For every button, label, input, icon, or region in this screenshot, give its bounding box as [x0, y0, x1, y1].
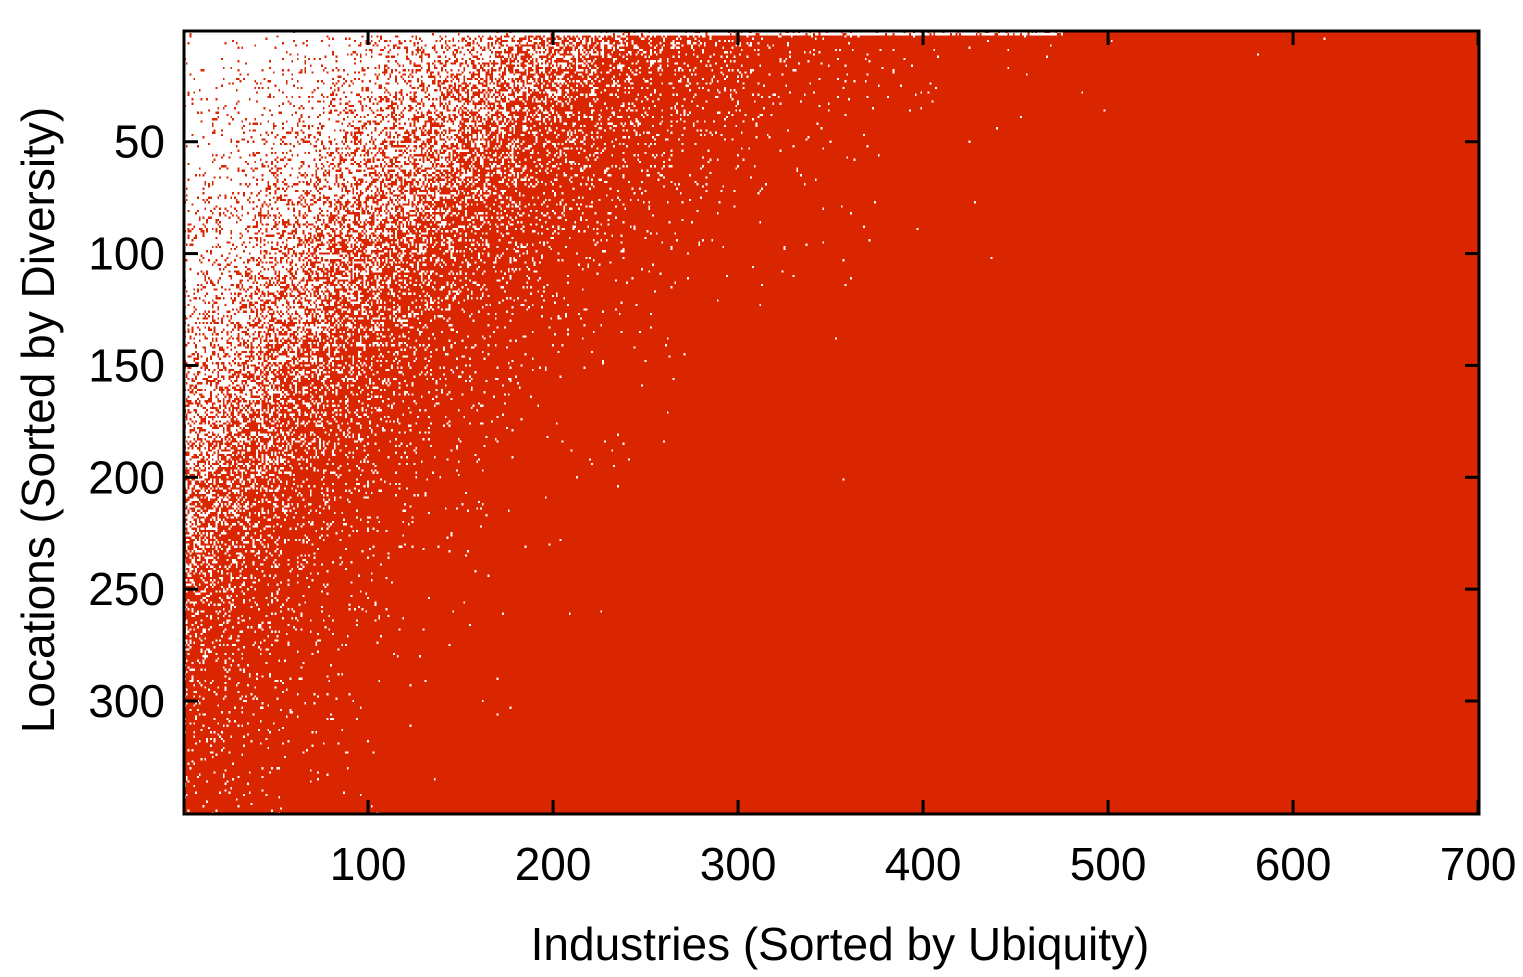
- x-tick-label: 100: [330, 838, 407, 890]
- x-tick-label: 200: [515, 838, 592, 890]
- x-tick-label: 700: [1440, 838, 1517, 890]
- y-axis-ticks: [184, 140, 1479, 703]
- heatmap-cells: [184, 31, 1479, 814]
- y-tick-label: 300: [88, 675, 165, 727]
- x-axis-label: Industries (Sorted by Ubiquity): [531, 918, 1150, 970]
- x-tick-label: 400: [885, 838, 962, 890]
- x-tick-label: 600: [1255, 838, 1332, 890]
- x-axis-tick-labels: 100 200 300 400 500 600 700: [330, 838, 1517, 890]
- y-tick-label: 50: [114, 116, 165, 168]
- x-axis-ticks: [366, 31, 1480, 814]
- y-tick-label: 250: [88, 563, 165, 615]
- y-tick-label: 100: [88, 228, 165, 280]
- plot-frame: [182, 29, 1481, 816]
- y-axis-label: Locations (Sorted by Diversity): [12, 107, 64, 733]
- y-tick-label: 200: [88, 451, 165, 503]
- y-tick-label: 150: [88, 339, 165, 391]
- y-axis-tick-labels: 50 100 150 200 250 300: [88, 116, 165, 727]
- x-tick-label: 500: [1070, 838, 1147, 890]
- x-tick-label: 300: [700, 838, 777, 890]
- plot-area: [184, 31, 1479, 814]
